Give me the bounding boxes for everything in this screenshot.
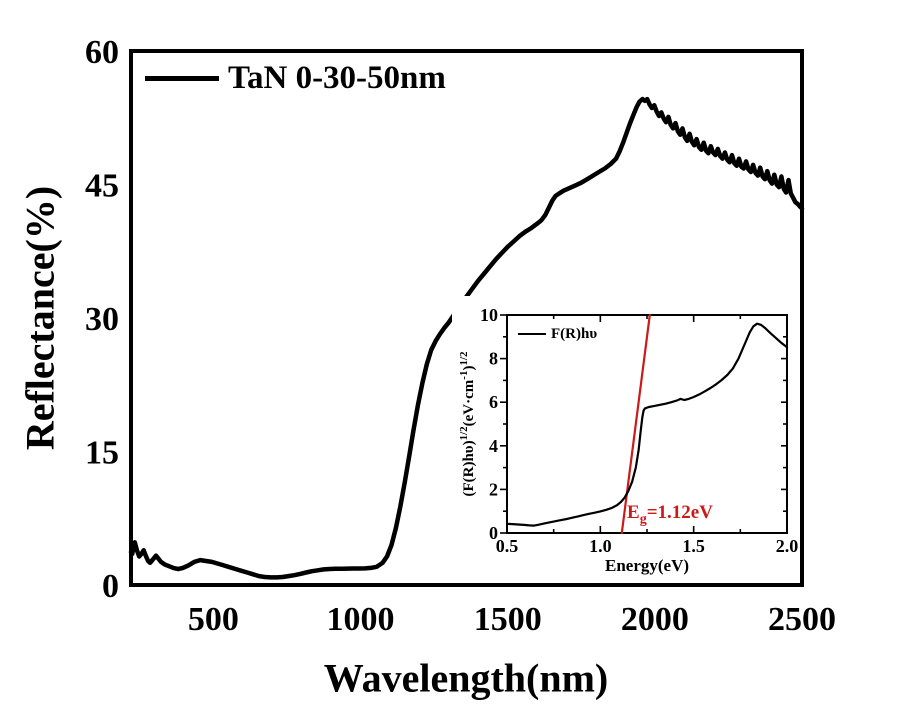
inset-x-tick-label: 0.5 bbox=[496, 536, 519, 556]
inset-background bbox=[452, 296, 800, 568]
band-gap-value: =1.12eV bbox=[646, 502, 713, 523]
inset-x-axis-title: Energy(eV) bbox=[604, 556, 690, 575]
inset-y-title-part3: ) bbox=[461, 365, 477, 371]
inset-tauc-curve bbox=[505, 322, 789, 527]
inset-y-tick-label: 6 bbox=[489, 392, 498, 412]
main-y-tick-label: 0 bbox=[102, 568, 119, 605]
main-x-tick-label: 1500 bbox=[474, 601, 542, 638]
main-legend-label: TaN 0-30-50nm bbox=[228, 59, 446, 96]
main-x-axis-title: Wavelength(nm) bbox=[323, 655, 609, 701]
main-y-tick-label: 15 bbox=[85, 435, 119, 472]
main-x-tick-label: 500 bbox=[188, 601, 239, 638]
main-y-tick-label: 30 bbox=[85, 301, 119, 338]
inset-legend: F(R)hυ bbox=[518, 325, 597, 343]
inset-y-tick-label: 0 bbox=[489, 523, 498, 543]
band-gap-subscript: g bbox=[639, 511, 647, 527]
legend-line-swatch-icon bbox=[145, 75, 219, 81]
inset-y-tick-label: 2 bbox=[489, 479, 498, 499]
inset-y-tick-label: 8 bbox=[489, 349, 498, 369]
inset-y-axis-title: (F(R)hυ)1/2(eV·cm-1)1/2 bbox=[458, 351, 478, 496]
main-x-tick-label: 2500 bbox=[768, 601, 836, 638]
inset-y-title-part2: (eV·cm bbox=[461, 379, 477, 427]
inset-legend-label: F(R)hυ bbox=[551, 325, 598, 342]
main-y-tick-label: 45 bbox=[85, 168, 119, 205]
inset-y-tick-label: 10 bbox=[480, 305, 498, 325]
band-gap-fit-line bbox=[620, 313, 651, 535]
main-y-tick-label: 60 bbox=[85, 34, 119, 71]
band-gap-symbol: E bbox=[627, 502, 640, 523]
main-y-axis-title: Reflectance(%) bbox=[17, 185, 63, 451]
inset-x-tick-label: 2.0 bbox=[776, 536, 799, 556]
main-x-tick-label: 2000 bbox=[621, 601, 689, 638]
main-axes-frame bbox=[129, 49, 804, 587]
inset-x-tick-label: 1.0 bbox=[589, 536, 612, 556]
inset-y-title-part1: (F(R)hυ) bbox=[461, 440, 477, 497]
inset-y-tick-label: 4 bbox=[489, 436, 498, 456]
inset-y-title-sup1: 1/2 bbox=[458, 426, 470, 441]
inset-y-title-sup2: -1 bbox=[458, 370, 470, 380]
inset-y-title-sup3: 1/2 bbox=[458, 351, 470, 366]
main-legend: TaN 0-30-50nm bbox=[145, 59, 446, 97]
inset-x-tick-label: 1.5 bbox=[682, 536, 705, 556]
inset-legend-line-swatch-icon bbox=[518, 333, 546, 335]
main-reflectance-curve bbox=[128, 96, 805, 580]
main-x-tick-label: 1000 bbox=[327, 601, 395, 638]
band-gap-annotation: Eg=1.12eV bbox=[627, 502, 713, 528]
